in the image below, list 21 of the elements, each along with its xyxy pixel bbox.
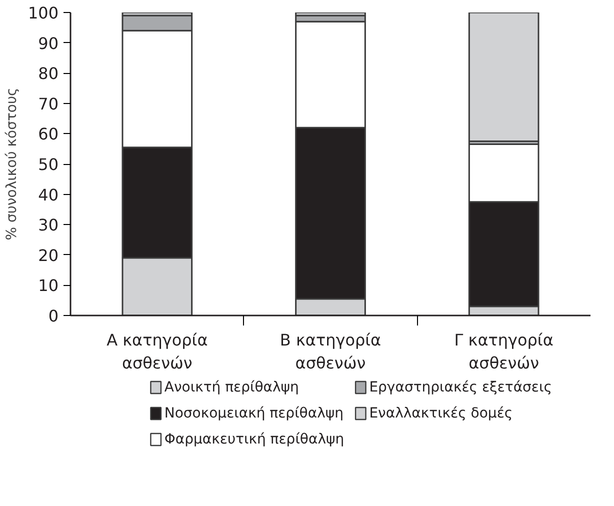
y-tick-label: 70	[38, 94, 58, 114]
x-tick-label: Β κατηγορία ασθενών	[280, 330, 382, 372]
legend-label: Ανοικτή περίθαλψη	[164, 380, 299, 396]
y-tick-label: 30	[38, 216, 58, 235]
y-tick-label: 50	[38, 155, 58, 174]
y-tick-label: 80	[38, 64, 58, 84]
y-tick-label: 60	[38, 124, 58, 144]
y-axis-title: % συνολικού κόστους	[4, 88, 20, 240]
x-tick-label: Α κατηγορία ασθενών	[106, 330, 208, 372]
y-tick-label: 20	[38, 246, 58, 265]
legend-label: Νοσοκομειακή περίθαλψη	[164, 406, 344, 422]
x-tick-label: Γ κατηγορία ασθενών	[454, 330, 554, 372]
legend-label: Εργαστηριακές εξετάσεις	[369, 380, 552, 396]
y-tick-label: 90	[38, 34, 58, 53]
y-tick-label: 100	[28, 4, 59, 22]
legend-label: Εναλλακτικές δομές	[369, 406, 513, 422]
y-tick-label: 10	[38, 276, 58, 296]
y-tick-label: 40	[38, 185, 58, 204]
y-tick-label: 0	[48, 306, 59, 326]
bar	[468, 12, 540, 142]
legend-label: Φαρμακευτική περίθαλψη	[164, 432, 344, 448]
